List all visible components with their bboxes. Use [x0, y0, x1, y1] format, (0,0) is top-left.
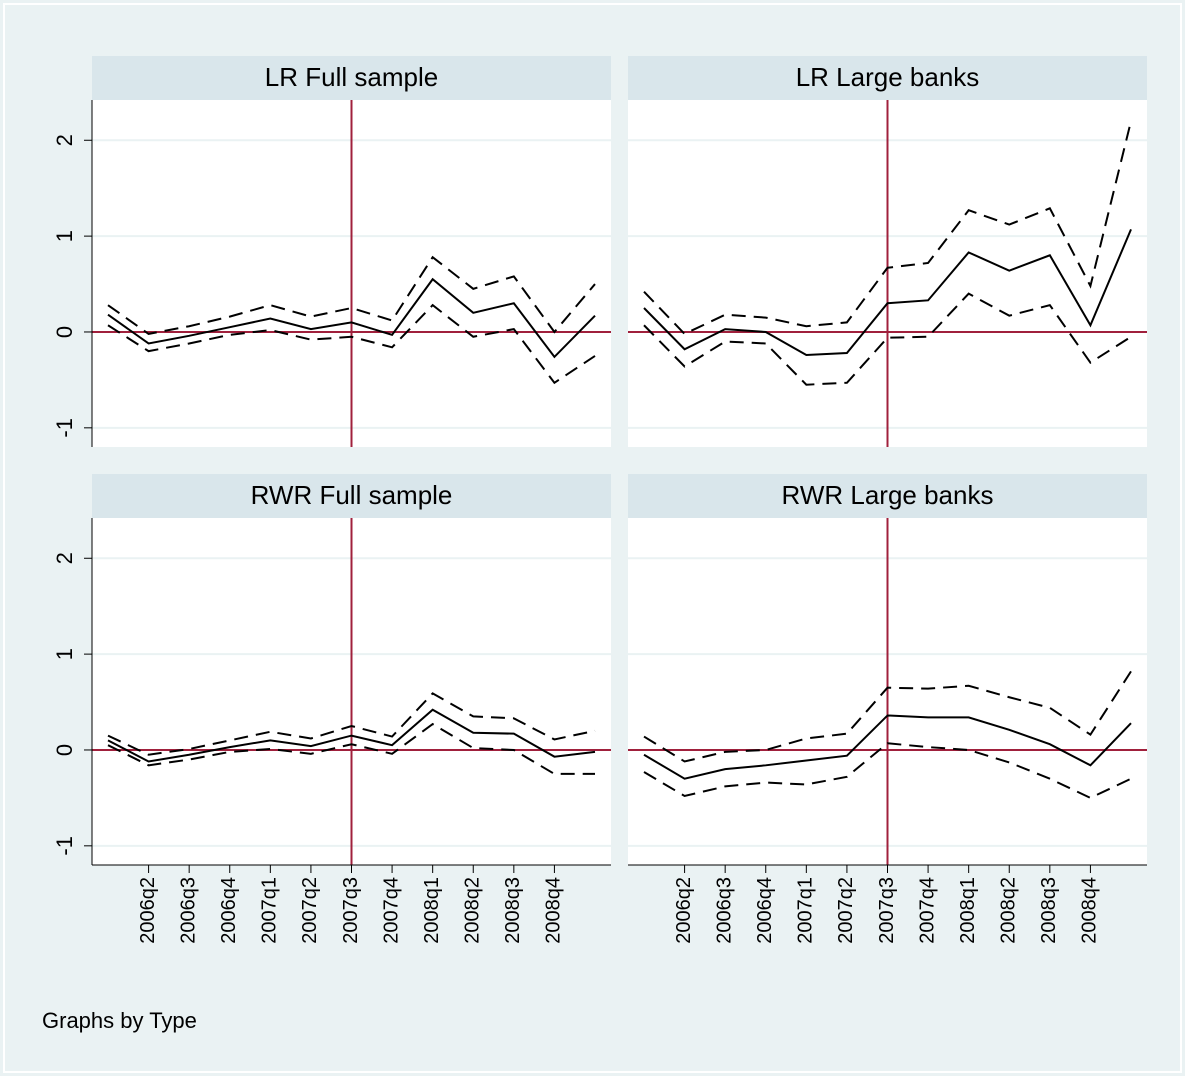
x-tick-label: 2007q4: [916, 877, 938, 944]
y-tick-label: 1: [52, 230, 77, 242]
x-tick-label: 2006q3: [713, 877, 735, 944]
panel-title: LR Full sample: [265, 62, 438, 92]
x-tick-label: 2008q1: [421, 877, 443, 944]
x-tick-label: 2008q4: [1079, 877, 1101, 944]
x-tick-label: 2007q4: [380, 877, 402, 944]
x-tick-label: 2007q3: [876, 877, 898, 944]
y-tick-label: 2: [52, 134, 77, 146]
y-tick-label: 2: [52, 552, 77, 564]
series-line: [107, 722, 595, 775]
series-line: [643, 120, 1132, 336]
panel-title: LR Large banks: [796, 62, 980, 92]
series-line: [107, 708, 596, 763]
panel-title: RWR Full sample: [251, 480, 453, 510]
x-tick-label: 2006q4: [754, 877, 776, 944]
x-tick-label: 2007q2: [299, 877, 321, 944]
series-line: [643, 292, 1132, 386]
series-line: [107, 303, 596, 385]
x-tick-label: 2007q1: [259, 877, 281, 944]
x-tick-label: 2008q2: [998, 877, 1020, 944]
y-tick-label: 1: [52, 648, 77, 660]
y-tick-label: -1: [52, 418, 77, 438]
series-line: [107, 277, 596, 359]
x-tick-label: 2006q3: [177, 877, 199, 944]
x-tick-label: 2006q2: [137, 877, 159, 944]
series-line: [107, 255, 596, 335]
strip: [628, 56, 1147, 100]
x-tick-label: 2007q3: [340, 877, 362, 944]
strip: [628, 474, 1147, 518]
x-tick-label: 2006q2: [673, 877, 695, 944]
panel-title: RWR Large banks: [782, 480, 994, 510]
x-tick-label: 2008q3: [502, 877, 524, 944]
y-tick-label: 0: [52, 326, 77, 338]
strip: [92, 56, 611, 100]
x-tick-label: 2008q1: [957, 877, 979, 944]
series-line: [643, 714, 1132, 780]
x-tick-label: 2008q2: [462, 877, 484, 944]
x-tick-label: 2007q1: [795, 877, 817, 944]
x-tick-label: 2006q4: [218, 877, 240, 944]
series-line: [107, 692, 596, 756]
series-line: [643, 742, 1132, 800]
note: Graphs by Type: [42, 1008, 197, 1033]
y-tick-label: -1: [52, 836, 77, 856]
series-line: [643, 229, 1132, 356]
y-tick-label: 0: [52, 744, 77, 756]
strip: [92, 474, 611, 518]
series-line: [643, 670, 1132, 763]
x-tick-label: 2008q3: [1038, 877, 1060, 944]
x-tick-label: 2008q4: [543, 877, 565, 944]
x-tick-label: 2007q2: [835, 877, 857, 944]
